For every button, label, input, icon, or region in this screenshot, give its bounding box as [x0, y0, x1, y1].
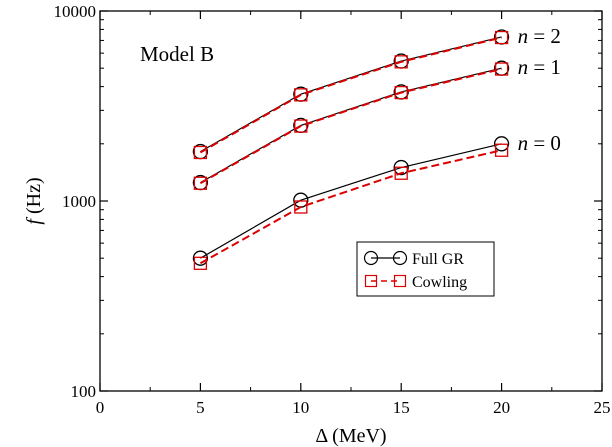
series-cowling-n1	[193, 62, 509, 190]
legend-marker-square	[393, 274, 407, 288]
x-tick-label: 0	[96, 398, 105, 417]
legend-marker-circle	[392, 250, 408, 266]
data-point-circle	[493, 136, 510, 152]
series-line	[200, 36, 502, 153]
legend-box	[356, 241, 495, 297]
series-full-gr-n1	[192, 60, 510, 191]
series-line	[199, 149, 502, 265]
series-full-gr-n2	[192, 29, 510, 160]
x-tick-label: 20	[493, 398, 510, 417]
data-point-square	[193, 256, 208, 270]
curve-label-n2: n = 2	[518, 24, 561, 48]
data-point-square	[294, 119, 308, 133]
y-tick-label: 10000	[54, 2, 97, 21]
x-tick-label: 10	[292, 398, 309, 417]
data-point-square	[394, 166, 408, 180]
series-layer	[192, 29, 510, 270]
data-point-square	[394, 55, 408, 69]
y-tick-label: 1000	[62, 192, 96, 211]
x-tick-label: 25	[594, 398, 611, 417]
data-point-square	[494, 62, 509, 76]
series-line	[200, 143, 502, 259]
data-point-circle	[393, 159, 409, 176]
data-point-square	[494, 30, 509, 45]
legend-label-cowling: Cowling	[412, 274, 467, 291]
data-point-square	[394, 85, 408, 100]
data-point-square	[193, 176, 208, 190]
legend-marker-square	[364, 274, 378, 288]
data-point-circle	[192, 250, 209, 266]
legend: Full GR Cowling	[356, 241, 495, 297]
curve-labels: n = 2 n = 1 n = 0	[518, 24, 561, 155]
series-line	[199, 36, 502, 154]
series-cowling-n2	[193, 30, 509, 160]
y-axis-label: f (Hz)	[23, 177, 45, 224]
x-axis-label: Δ (MeV)	[315, 425, 386, 447]
curve-label-n1: n = 1	[518, 55, 561, 79]
axis-ticks: 0 5 10 15 20 25 100 1000 10000	[54, 2, 611, 417]
x-tick-label: 5	[196, 398, 205, 417]
x-tick-label: 15	[393, 398, 410, 417]
series-line	[199, 68, 502, 185]
data-point-square	[494, 143, 509, 157]
data-point-square	[294, 88, 308, 102]
legend-item-full-gr: Full GR	[363, 250, 464, 268]
model-annotation: Model B	[140, 42, 214, 66]
legend-marker-circle	[363, 250, 379, 266]
data-point-square	[294, 200, 308, 214]
series-cowling-n0	[193, 143, 509, 270]
y-tick-label: 100	[71, 382, 97, 401]
legend-item-cowling: Cowling	[364, 274, 467, 291]
curve-label-n0: n = 0	[518, 131, 561, 155]
data-point-square	[193, 145, 208, 160]
legend-label-full-gr: Full GR	[412, 251, 464, 268]
